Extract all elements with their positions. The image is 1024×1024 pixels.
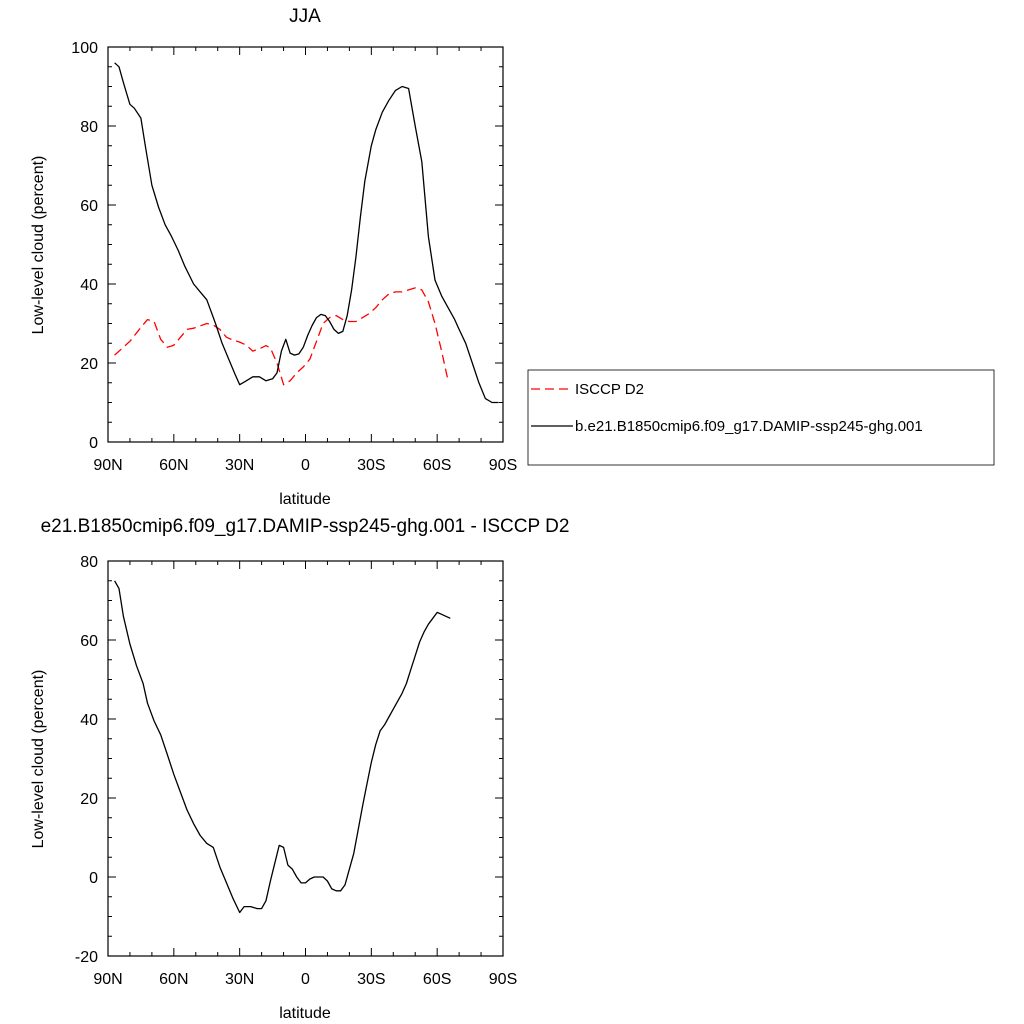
legend-box bbox=[527, 369, 995, 466]
y-tick-label: 60 bbox=[80, 198, 98, 215]
x-tick-label: 60S bbox=[423, 457, 451, 474]
x-tick-label: 60S bbox=[423, 971, 451, 988]
legend: ISCCP D2 b.e21.B1850cmip6.f09_g17.DAMIP-… bbox=[527, 369, 995, 466]
y-tick-label: 60 bbox=[80, 633, 98, 650]
x-tick-label: 0 bbox=[301, 457, 310, 474]
y-tick-label: 0 bbox=[89, 870, 98, 887]
y-tick-label: 20 bbox=[80, 356, 98, 373]
y-tick-label: 40 bbox=[80, 277, 98, 294]
y-tick-label: 80 bbox=[80, 119, 98, 136]
x-tick-label: 30N bbox=[225, 971, 254, 988]
y-tick-label: 80 bbox=[80, 554, 98, 571]
y-axis-label: Low-level cloud (percent) bbox=[30, 670, 47, 849]
x-tick-label: 30S bbox=[357, 457, 385, 474]
legend-label-model: b.e21.B1850cmip6.f09_g17.DAMIP-ssp245-gh… bbox=[575, 418, 923, 435]
x-tick-label: 60N bbox=[159, 457, 188, 474]
series-line-0 bbox=[114, 580, 451, 914]
y-axis-label: Low-level cloud (percent) bbox=[30, 156, 47, 335]
legend-label-isccp-d2: ISCCP D2 bbox=[575, 381, 644, 398]
y-tick-label: 100 bbox=[71, 40, 98, 57]
x-tick-label: 30N bbox=[225, 457, 254, 474]
y-tick-label: 0 bbox=[89, 435, 98, 452]
chart-title: e21.B1850cmip6.f09_g17.DAMIP-ssp245-ghg.… bbox=[41, 516, 570, 537]
x-tick-label: 90S bbox=[489, 457, 517, 474]
chart-difference: e21.B1850cmip6.f09_g17.DAMIP-ssp245-ghg.… bbox=[30, 516, 569, 1022]
plot-frame bbox=[107, 560, 504, 957]
y-tick-label: -20 bbox=[75, 949, 98, 966]
x-axis-label: latitude bbox=[279, 491, 331, 508]
x-axis-label: latitude bbox=[279, 1005, 331, 1022]
x-tick-label: 30S bbox=[357, 971, 385, 988]
x-tick-label: 0 bbox=[301, 971, 310, 988]
series-line-0 bbox=[114, 287, 449, 386]
y-tick-label: 20 bbox=[80, 791, 98, 808]
plot-frame bbox=[107, 46, 504, 443]
series-line-1 bbox=[114, 62, 499, 404]
x-tick-label: 90N bbox=[93, 457, 122, 474]
x-tick-label: 60N bbox=[159, 971, 188, 988]
chart-jja: JJA 90N 60N 30N 0 30S 60S 90S 0 20 40 60 80 100 Low-… bbox=[30, 6, 995, 508]
x-tick-label: 90S bbox=[489, 971, 517, 988]
x-tick-label: 90N bbox=[93, 971, 122, 988]
chart-title: JJA bbox=[289, 6, 321, 27]
y-tick-label: 40 bbox=[80, 712, 98, 729]
